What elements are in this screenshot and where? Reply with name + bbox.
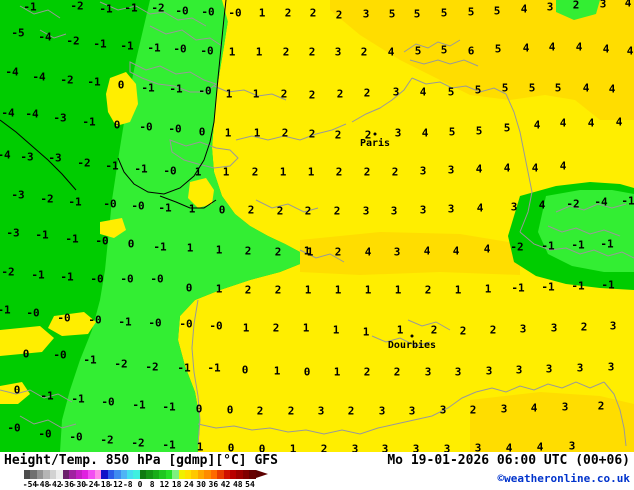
map-footer: Height/Temp. 850 hPa [gdmp][°C] GFS Mo 1… xyxy=(0,452,634,490)
city-dot-icon xyxy=(410,334,414,338)
color-scale-tick-label: -12 xyxy=(108,480,123,489)
color-scale-swatch xyxy=(165,470,173,479)
color-scale-swatch xyxy=(146,470,153,479)
temperature-band-yellow-deep-3 xyxy=(470,392,634,452)
geopotential-isolines xyxy=(0,0,227,209)
color-scale-swatch xyxy=(133,470,140,479)
color-scale-swatch xyxy=(56,470,63,479)
temperature-band-yellow-deep xyxy=(330,0,634,120)
color-scale-ticks: -54 -48 -42 -36 -30 -24 -18 -12 -8 0 8 12 18 24 30 36 42… xyxy=(22,479,256,490)
color-scale-swatch xyxy=(36,470,44,479)
weather-map-canvas[interactable]: -1 -2 -1 -1 -2 -0 -0 -0 1 2 2 2 3 5 5 5 5 5 4 3 2 3 4 -5 -4 -2 -1-… xyxy=(0,0,634,452)
color-scale-swatch xyxy=(81,470,89,479)
color-scale-swatch xyxy=(191,470,198,479)
color-scale-swatch xyxy=(230,470,237,479)
color-scale-bar xyxy=(24,470,256,479)
color-scale-tick-label: 18 xyxy=(171,480,182,489)
color-scale-tick-label: -48 xyxy=(34,480,50,489)
color-scale-tick-label: -24 xyxy=(83,480,99,489)
color-scale-swatch xyxy=(30,470,37,479)
yellow-pocket-1 xyxy=(106,72,138,126)
color-scale-swatch xyxy=(159,470,166,479)
color-scale-tick-label: -42 xyxy=(47,480,62,489)
color-scale-tick-label: -18 xyxy=(96,480,111,489)
color-scale-swatch xyxy=(172,470,179,479)
yellow-pocket-6 xyxy=(0,382,30,404)
color-scale-swatch xyxy=(127,470,134,479)
chart-title: Height/Temp. 850 hPa [gdmp][°C] GFS xyxy=(4,453,278,468)
color-scale-tick-label: 30 xyxy=(196,480,206,489)
color-scale-tick-label: -30 xyxy=(71,480,87,489)
color-scale-swatch xyxy=(184,470,192,479)
color-scale-swatch xyxy=(49,470,57,479)
color-scale-tick-label: 54 xyxy=(245,480,255,489)
color-scale-tick-label: -8 xyxy=(122,480,133,489)
yellow-pocket-4 xyxy=(48,312,96,336)
color-scale-tick-label: 8 xyxy=(149,480,155,489)
color-scale-swatch xyxy=(210,470,218,479)
color-scale-swatch xyxy=(152,470,160,479)
color-scale-swatch xyxy=(88,470,95,479)
yellow-pocket-5 xyxy=(0,326,54,356)
city-label: Dourbies xyxy=(387,340,437,351)
color-scale-swatch xyxy=(43,470,50,479)
yellow-pocket-3 xyxy=(100,218,126,238)
temperature-band-green-ne xyxy=(556,0,600,20)
color-scale-swatch xyxy=(178,470,185,479)
color-scale-tick-label: 0 xyxy=(137,480,143,489)
color-scale-tick-label: -36 xyxy=(59,480,74,489)
color-scale-swatch xyxy=(223,470,230,479)
temperature-band-yellow-deep-2 xyxy=(300,232,520,275)
color-scale-swatch xyxy=(236,470,243,479)
color-scale-swatch xyxy=(107,470,115,479)
color-scale-tick-label: 48 xyxy=(232,480,243,489)
color-scale-tick-label: 12 xyxy=(159,480,170,489)
copyright-credit[interactable]: ©weatheronline.co.uk xyxy=(497,472,630,485)
country-borders xyxy=(0,1,634,447)
color-scale-swatch xyxy=(114,470,121,479)
color-scale-swatch xyxy=(69,470,76,479)
color-scale-swatch xyxy=(217,470,224,479)
yellow-pocket-2 xyxy=(188,178,214,208)
city-label: Paris xyxy=(359,138,391,149)
color-scale-swatch xyxy=(139,470,147,479)
color-scale-swatch xyxy=(204,470,211,479)
yellow-notch-topleft xyxy=(222,0,248,22)
map-svg xyxy=(0,0,634,452)
color-scale-tick-label: 24 xyxy=(184,480,194,489)
temperature-band-green-alps-light xyxy=(538,190,634,272)
color-scale-tick-label: 42 xyxy=(220,480,231,489)
color-scale-arrow-icon xyxy=(256,470,268,478)
color-scale-swatch xyxy=(75,470,82,479)
city-dot-icon xyxy=(373,132,377,136)
color-scale-swatch xyxy=(101,470,108,479)
color-scale-swatch xyxy=(120,470,127,479)
color-scale-swatch xyxy=(197,470,205,479)
color-scale-swatch xyxy=(62,470,70,479)
color-scale-swatch xyxy=(242,470,250,479)
color-scale-swatch xyxy=(94,470,102,479)
forecast-timestamp: Mo 19-01-2026 06:00 UTC (00+06) xyxy=(387,453,630,468)
color-scale-tick-label: -54 xyxy=(22,480,38,489)
temperature-band-green-light xyxy=(60,0,300,452)
color-scale-tick-label: 36 xyxy=(208,480,219,489)
color-scale-swatch xyxy=(24,470,31,479)
temperature-color-scale[interactable]: -54 -48 -42 -36 -30 -24 -18 -12 -8 0 8 12 18 24 30 36 42… xyxy=(22,470,274,490)
color-scale-swatch xyxy=(249,470,256,479)
